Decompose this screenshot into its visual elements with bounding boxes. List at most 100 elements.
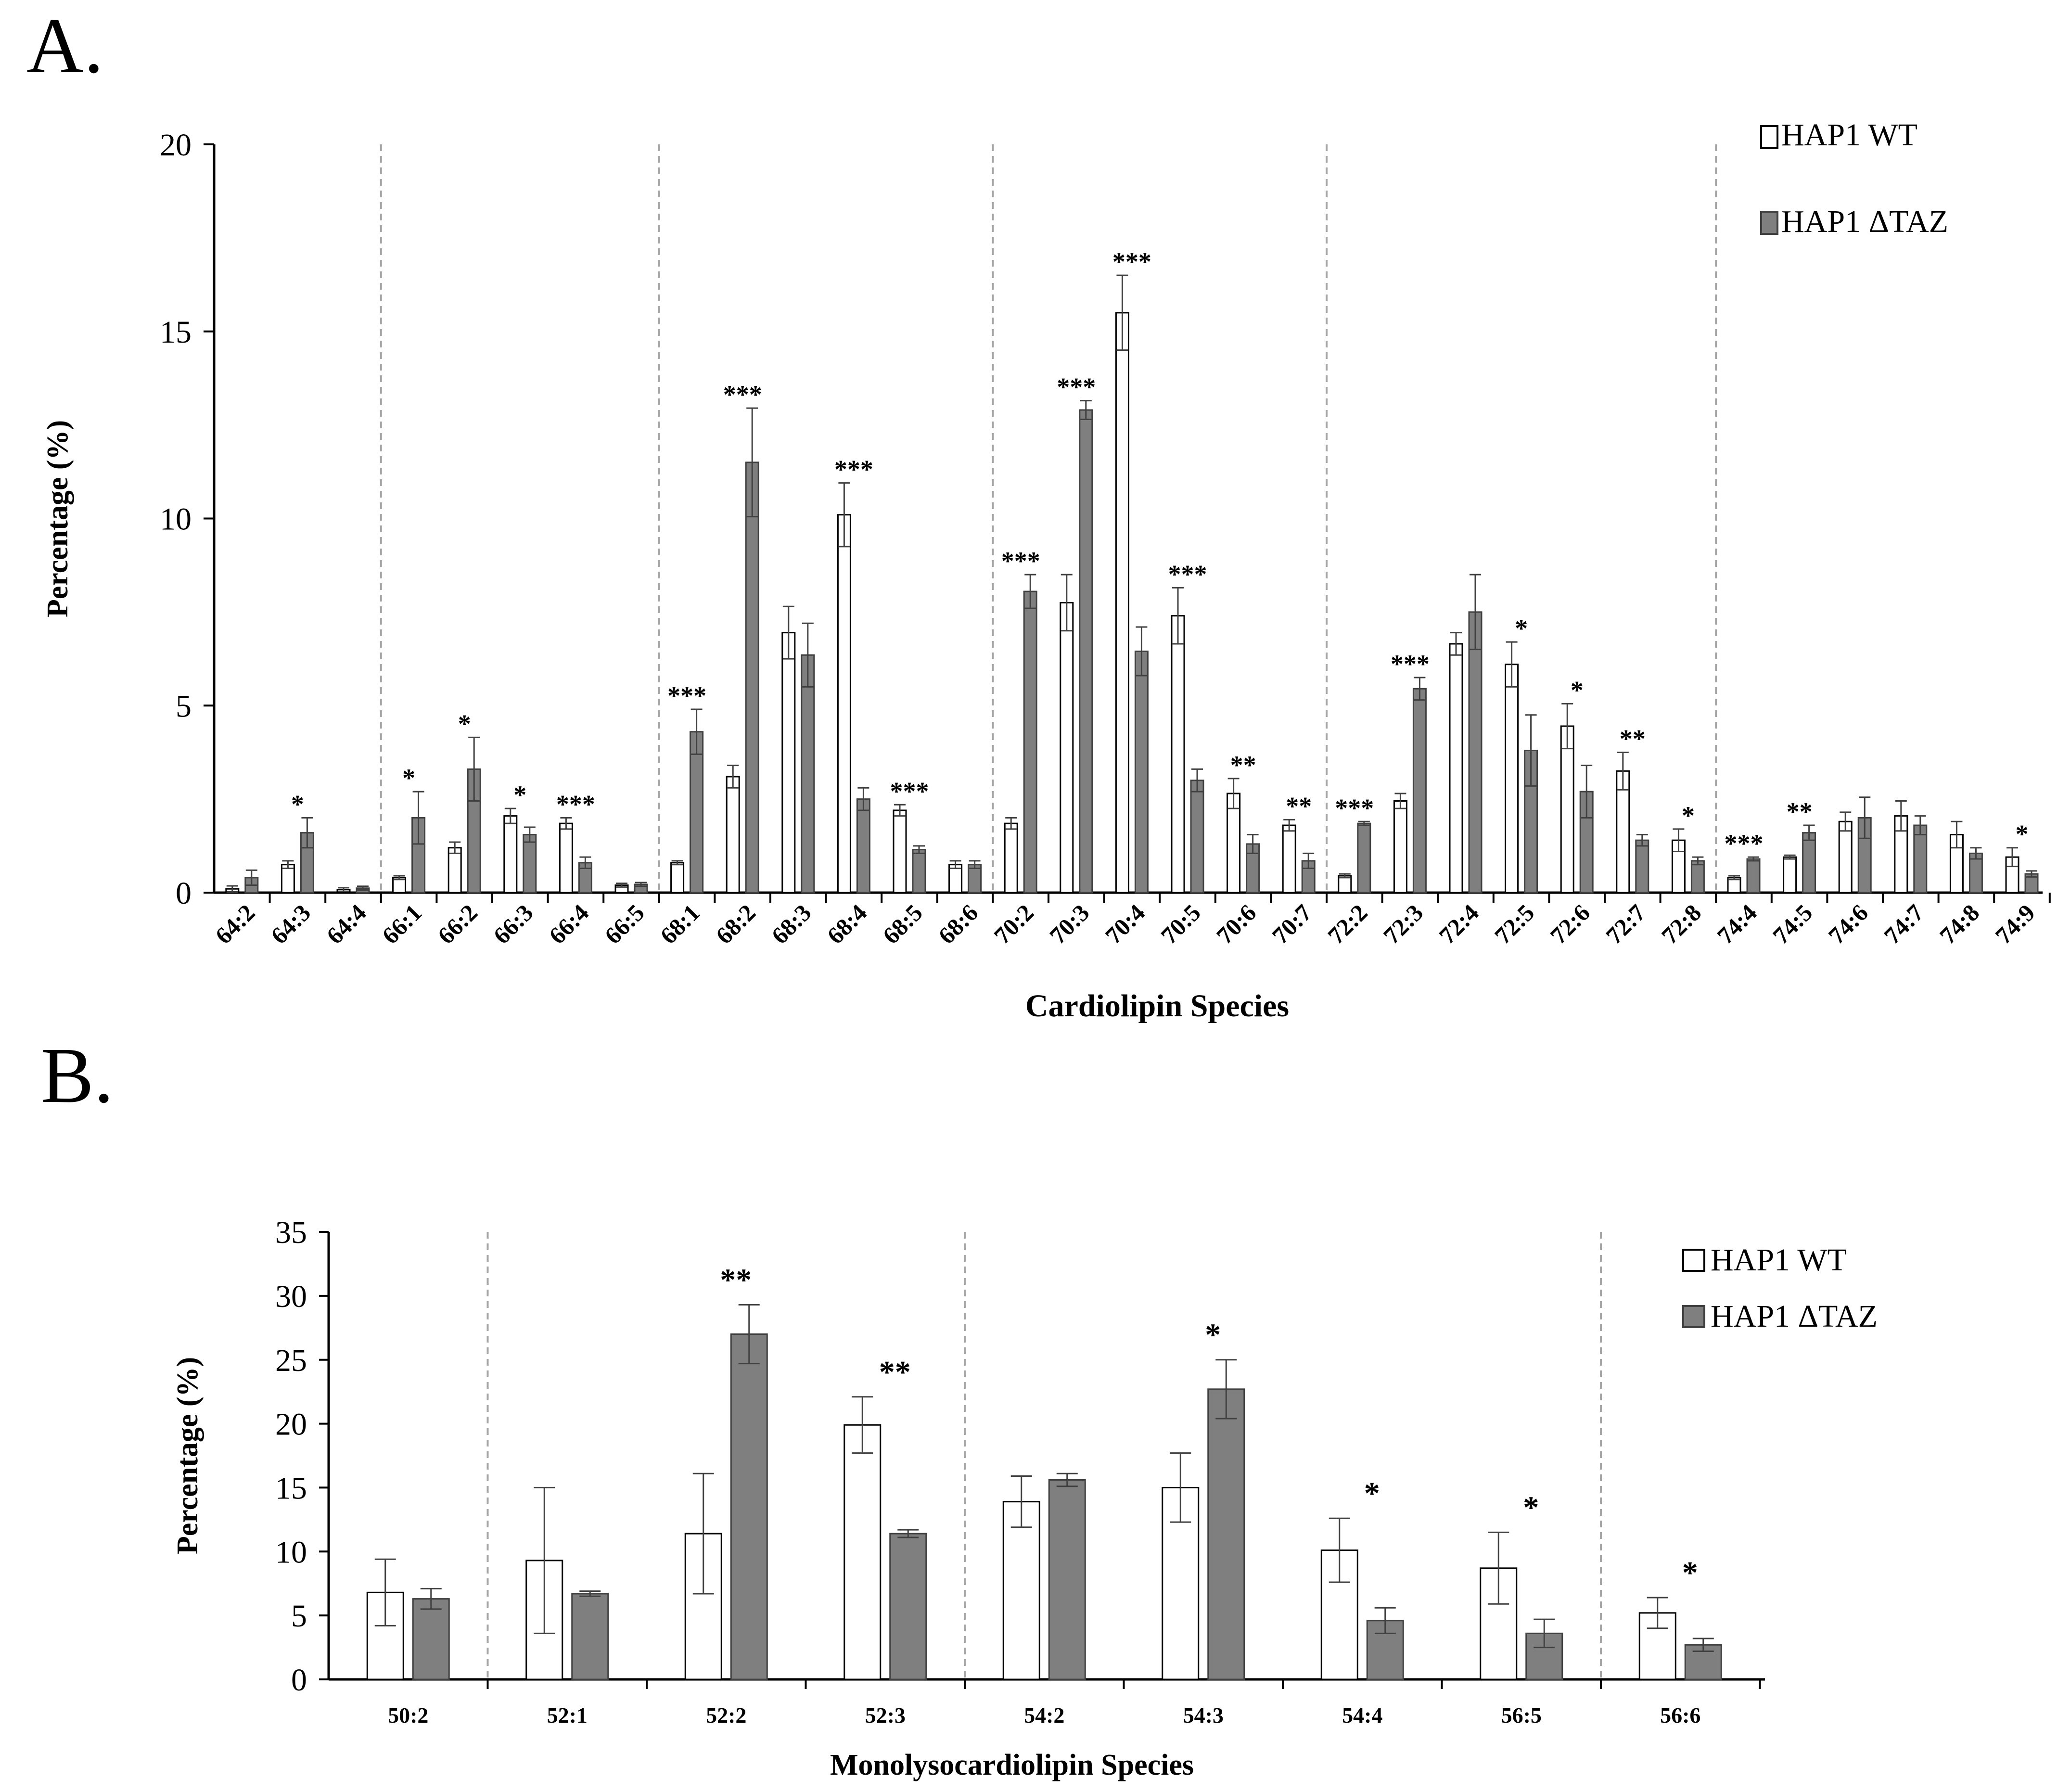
y-tick-label: 20 <box>160 128 192 163</box>
bar-wt <box>1393 800 1407 894</box>
y-tick-label: 5 <box>176 689 192 724</box>
x-tick-label: 66:1 <box>377 899 427 949</box>
significance-marker: ** <box>879 1355 911 1390</box>
x-tick-label: 70:3 <box>1044 899 1094 949</box>
bar-wt <box>1616 770 1630 894</box>
bar-wt <box>559 822 573 894</box>
significance-marker: * <box>1364 1476 1380 1511</box>
x-tick-label: 74:6 <box>1823 899 1873 949</box>
x-tick-label: 52:2 <box>706 1703 746 1728</box>
legend-wt-label: HAP1 WT <box>1711 1242 1847 1278</box>
bar-wt <box>893 809 907 894</box>
x-tick-label: 72:7 <box>1600 899 1650 949</box>
significance-marker: * <box>1682 801 1695 830</box>
significance-marker: *** <box>1391 650 1430 678</box>
bar-taz <box>1690 860 1705 894</box>
y-tick-label: 5 <box>291 1599 307 1634</box>
x-tick-label: 68:6 <box>933 899 983 949</box>
legend-taz-swatch <box>1760 211 1778 235</box>
x-tick-label: 66:3 <box>488 899 538 949</box>
x-tick-label: 64:4 <box>321 899 371 949</box>
x-tick-label: 74:4 <box>1712 899 1762 949</box>
bar-wt <box>837 514 851 894</box>
bar-taz <box>1079 409 1093 894</box>
x-tick-label: 54:4 <box>1342 1703 1382 1728</box>
bar-taz <box>1969 852 1983 894</box>
bar-taz <box>1746 858 1761 894</box>
bar-taz <box>1357 822 1371 894</box>
x-tick-label: 66:5 <box>599 899 649 949</box>
panel-b-legend: HAP1 WT HAP1 ΔTAZ <box>1682 1242 1878 1334</box>
bar-wt <box>670 862 685 894</box>
y-tick-label: 0 <box>291 1663 307 1698</box>
y-tick-label: 30 <box>275 1279 307 1314</box>
bar-taz <box>523 833 537 894</box>
significance-marker: * <box>1515 614 1528 643</box>
bar-wt <box>1505 664 1519 894</box>
x-tick-label: 54:3 <box>1183 1703 1224 1728</box>
bar-wt <box>1004 822 1018 894</box>
panel-b-label: B. <box>41 1031 114 1119</box>
bar-taz <box>745 461 759 894</box>
x-tick-label: 68:1 <box>655 899 705 949</box>
significance-marker: *** <box>1001 547 1040 576</box>
bar-taz <box>912 849 926 894</box>
bar-wt <box>1560 725 1574 894</box>
x-tick-label: 72:5 <box>1489 899 1539 949</box>
x-tick-label: 70:2 <box>989 899 1039 949</box>
significance-marker: * <box>1682 1555 1698 1590</box>
x-tick-label: 50:2 <box>388 1703 428 1728</box>
bar-taz <box>1207 1388 1245 1680</box>
panel-a-legend: HAP1 WT HAP1 ΔTAZ <box>1760 117 1948 239</box>
x-tick-label: 52:1 <box>547 1703 588 1728</box>
x-tick-label: 72:8 <box>1656 899 1706 949</box>
significance-marker: ** <box>1230 751 1256 780</box>
significance-marker: * <box>291 790 304 819</box>
legend-wt-label: HAP1 WT <box>1781 117 1917 153</box>
bar-wt <box>1838 820 1853 894</box>
x-tick-label: 68:3 <box>766 899 816 949</box>
x-tick-label: 56:5 <box>1501 1703 1542 1728</box>
bar-taz <box>412 1598 450 1680</box>
significance-marker: *** <box>834 455 873 484</box>
bar-wt <box>1002 1501 1040 1680</box>
significance-marker: ** <box>720 1262 752 1297</box>
panel-a: A. Percentage (%) Cardiolipin Species 0 5… <box>26 1 2051 1024</box>
significance-marker: *** <box>1725 829 1764 858</box>
bar-taz <box>1412 688 1427 894</box>
x-tick-label: 74:7 <box>1879 899 1929 949</box>
bar-taz <box>1134 651 1149 894</box>
significance-marker: *** <box>890 777 929 806</box>
legend-taz-label: HAP1 ΔTAZ <box>1781 204 1948 239</box>
significance-marker: ** <box>1286 792 1312 820</box>
bar-wt <box>1171 615 1185 894</box>
panel-b-x-label: Monolysocardiolipin Species <box>830 1749 1194 1781</box>
x-tick-label: 54:2 <box>1024 1703 1064 1728</box>
x-tick-label: 56:6 <box>1660 1703 1700 1728</box>
legend-wt-swatch <box>1760 125 1778 149</box>
bar-wt <box>1282 824 1296 894</box>
significance-marker: *** <box>667 681 706 710</box>
bar-taz <box>1048 1479 1086 1680</box>
significance-marker: *** <box>556 790 595 819</box>
significance-marker: * <box>1571 676 1584 704</box>
y-tick-label: 10 <box>160 502 192 537</box>
bar-wt <box>1060 602 1074 894</box>
y-tick-label: 35 <box>275 1215 307 1250</box>
x-tick-label: 72:6 <box>1545 899 1595 949</box>
significance-marker: * <box>513 781 526 809</box>
x-tick-label: 70:5 <box>1155 899 1205 949</box>
bar-wt <box>1115 312 1129 894</box>
bar-wt <box>844 1424 882 1680</box>
legend-taz-label: HAP1 ΔTAZ <box>1711 1299 1878 1334</box>
bar-wt <box>447 847 462 894</box>
x-tick-label: 70:4 <box>1100 899 1150 949</box>
bar-taz <box>1802 832 1816 894</box>
x-tick-label: 66:2 <box>433 899 483 949</box>
significance-marker: * <box>402 764 415 793</box>
y-tick-label: 15 <box>275 1471 307 1506</box>
significance-marker: *** <box>1168 560 1207 589</box>
y-tick-label: 15 <box>160 315 192 350</box>
bar-wt <box>1783 856 1797 894</box>
